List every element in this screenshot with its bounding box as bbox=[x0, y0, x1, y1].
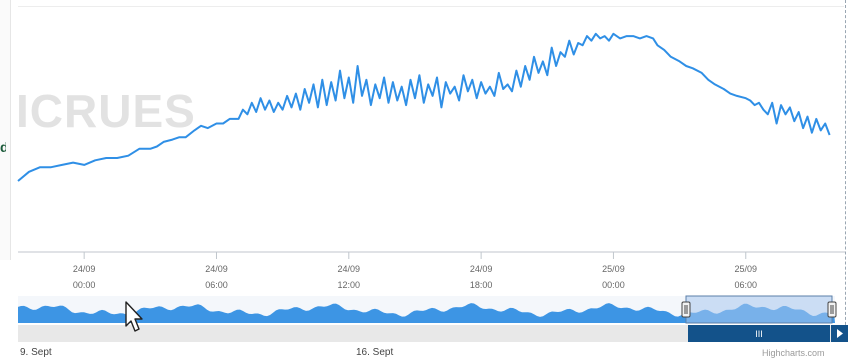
x-tick-label: 24/09 bbox=[470, 264, 493, 274]
series-line[interactable] bbox=[17, 32, 831, 182]
chevron-right-icon bbox=[837, 329, 843, 338]
scrollbar-track[interactable] bbox=[18, 325, 832, 342]
left-cut-text: d bbox=[0, 139, 6, 153]
x-tick-label: 00:00 bbox=[602, 280, 625, 290]
left-window-edge bbox=[0, 0, 11, 260]
watermark-logo: ICRUES bbox=[16, 85, 196, 137]
mouse-cursor-icon bbox=[125, 301, 143, 332]
x-axis-ticks: 24/09 00:00 24/09 06:00 24/09 12:00 24/09 18:00… bbox=[73, 252, 757, 290]
navigator-handle-left[interactable] bbox=[681, 301, 691, 318]
x-tick-label: 25/09 bbox=[734, 264, 757, 274]
navigator-handle-right[interactable] bbox=[827, 301, 837, 318]
credits-link[interactable]: Highcharts.com bbox=[762, 348, 825, 358]
navigator-label-start: 9. Sept bbox=[20, 347, 52, 358]
navigator-label-mid: 16. Sept bbox=[356, 347, 393, 358]
navigator[interactable]: III bbox=[18, 295, 848, 342]
x-tick-label: 18:00 bbox=[470, 280, 493, 290]
x-tick-label: 24/09 bbox=[338, 264, 361, 274]
scrollbar-grip-icon: III bbox=[755, 329, 763, 339]
scrollbar-thumb[interactable] bbox=[688, 325, 830, 342]
x-tick-label: 06:00 bbox=[205, 280, 228, 290]
x-tick-label: 25/09 bbox=[602, 264, 625, 274]
x-tick-label: 00:00 bbox=[73, 280, 96, 290]
current-time-line bbox=[845, 0, 846, 340]
x-tick-label: 24/09 bbox=[205, 264, 228, 274]
plot-top-border bbox=[18, 6, 844, 7]
navigator-selected-range[interactable] bbox=[685, 295, 833, 324]
x-tick-label: 06:00 bbox=[734, 280, 757, 290]
navigator-area bbox=[18, 303, 835, 323]
main-plot bbox=[17, 32, 831, 182]
x-tick-label: 24/09 bbox=[73, 264, 96, 274]
x-tick-label: 12:00 bbox=[338, 280, 361, 290]
